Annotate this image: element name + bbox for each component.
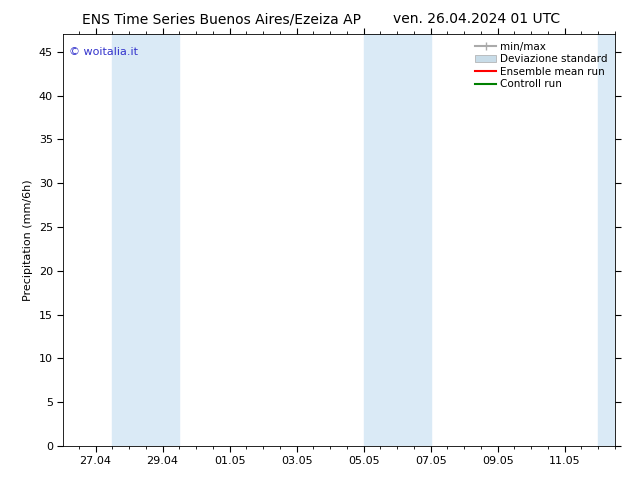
- Legend: min/max, Deviazione standard, Ensemble mean run, Controll run: min/max, Deviazione standard, Ensemble m…: [473, 40, 610, 92]
- Text: © woitalia.it: © woitalia.it: [69, 47, 138, 57]
- Bar: [598, 34, 615, 446]
- Bar: [397, 34, 430, 446]
- Bar: [364, 34, 397, 446]
- Bar: [112, 34, 146, 446]
- Text: ENS Time Series Buenos Aires/Ezeiza AP: ENS Time Series Buenos Aires/Ezeiza AP: [82, 12, 361, 26]
- Y-axis label: Precipitation (mm/6h): Precipitation (mm/6h): [23, 179, 34, 301]
- Bar: [146, 34, 179, 446]
- Text: ven. 26.04.2024 01 UTC: ven. 26.04.2024 01 UTC: [393, 12, 560, 26]
